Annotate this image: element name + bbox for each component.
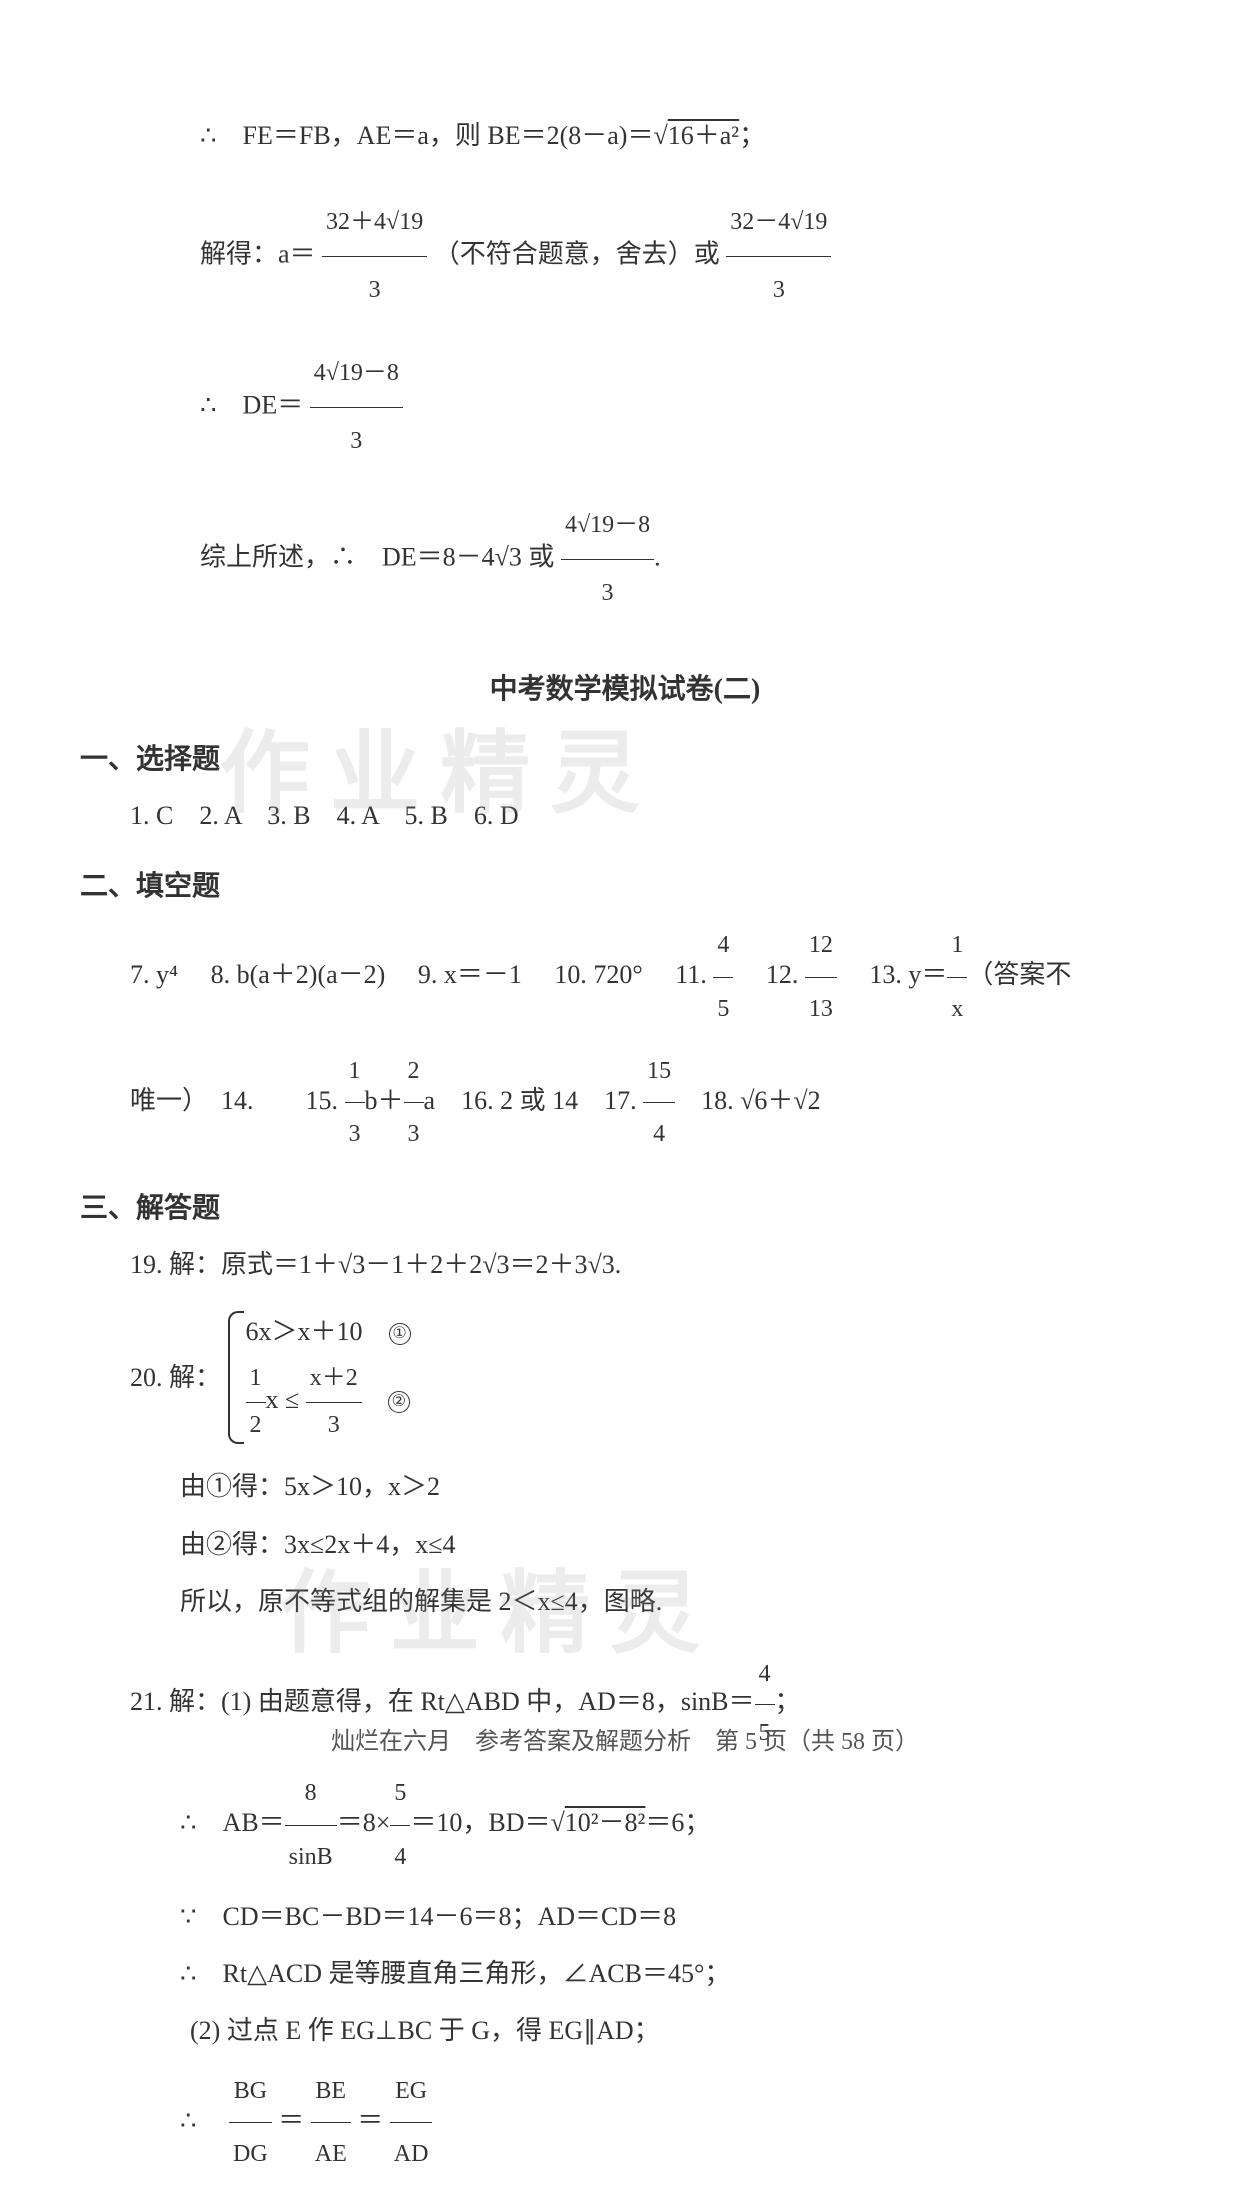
page-footer: 灿烂在六月 参考答案及解题分析 第 5 页（共 58 页） <box>0 1721 1250 1756</box>
suffix: a 16. 2 或 14 17. <box>424 1086 644 1115</box>
equation-system: 6x＞x＋10 ① 12x ≤ x＋23 ② <box>228 1307 411 1449</box>
q20-step2: 由②得：3x≤2x＋4，x≤4 <box>180 1516 1170 1573</box>
text: ∴ FE＝FB，AE＝a，则 BE＝2(8－a)＝ <box>200 121 653 150</box>
fraction: 154 <box>643 1040 675 1166</box>
q12-prefix: 12. <box>766 960 805 989</box>
fraction: 32－4√193 <box>726 189 831 324</box>
section-3-header: 三、解答题 <box>80 1186 1170 1226</box>
suffix: ； <box>739 121 765 150</box>
fill-row-1: 7. y⁴ 8. b(a＋2)(a－2) 9. x＝－1 10. 720° 11… <box>130 914 1170 1040</box>
q19: 19. 解：原式＝1＋√3－1＋2＋2√3＝2＋3√3. <box>130 1236 1170 1293</box>
fraction: 45 <box>713 914 733 1040</box>
fraction: EGAD <box>390 2060 433 2185</box>
system-row-1: 6x＞x＋10 ① <box>246 1307 411 1356</box>
text: 综上所述，∴ DE＝8－4√3 或 <box>200 542 554 571</box>
text: ∴ DE＝ <box>200 391 303 420</box>
fraction: BGDG <box>229 2060 272 2185</box>
mark-2: ② <box>388 1391 410 1413</box>
q20-step1: 由①得：5x＞10，x＞2 <box>180 1458 1170 1515</box>
choice-answers: 1. C 2. A 3. B 4. A 5. B 6. D <box>130 787 1170 844</box>
paper-title: 中考数学模拟试卷(二) <box>80 667 1170 707</box>
fraction: 8sinB <box>285 1762 337 1888</box>
sol-line-1: ∴ FE＝FB，AE＝a，则 BE＝2(8－a)＝√16＋a²； <box>200 100 1110 173</box>
sqrt-expr: 10²－8² <box>565 1808 646 1837</box>
previous-solution-block: ∴ FE＝FB，AE＝a，则 BE＝2(8－a)＝√16＋a²； 解得：a＝ 3… <box>200 100 1110 627</box>
q13-prefix: 13. y＝ <box>869 960 947 989</box>
fraction: 12 <box>246 1356 266 1448</box>
fraction: 23 <box>404 1040 424 1166</box>
q21-line5: ∴ BGDG ＝ BEAE ＝ EGAD <box>180 2060 1170 2185</box>
q20-label: 20. 解： <box>130 1363 221 1392</box>
fraction: 1213 <box>805 914 837 1040</box>
q8: 8. b(a＋2)(a－2) <box>211 960 386 989</box>
mark-1: ① <box>389 1323 411 1345</box>
fraction: x＋23 <box>306 1356 362 1448</box>
sqrt-expr: 16＋a² <box>668 121 739 150</box>
q7: 7. y⁴ <box>130 960 178 989</box>
q20: 20. 解： 6x＞x＋10 ① 12x ≤ x＋23 ② <box>130 1307 1170 1449</box>
q9: 9. x＝－1 <box>418 960 522 989</box>
fraction: 13 <box>345 1040 365 1166</box>
fraction: 4√19－83 <box>310 340 403 475</box>
q11-prefix: 11. <box>675 960 713 989</box>
q10: 10. 720° <box>554 960 642 989</box>
q13-suffix: （答案不 <box>967 960 1071 989</box>
q20-step3: 所以，原不等式组的解集是 2＜x≤4，图略. <box>180 1573 1170 1630</box>
sol-line-2: 解得：a＝ 32＋4√193 （不符合题意，舍去）或 32－4√193 <box>200 189 1110 324</box>
q21-part2: (2) 过点 E 作 EG⊥BC 于 G，得 EG∥AD； <box>190 2002 1170 2059</box>
fraction: 32＋4√193 <box>322 189 427 324</box>
section-2-header: 二、填空题 <box>80 864 1170 904</box>
q21-line2: ∴ AB＝8sinB＝8×54＝10，BD＝√10²－8²＝6； <box>180 1762 1170 1888</box>
suffix: . <box>654 542 661 571</box>
sol-line-3: ∴ DE＝ 4√19－83 <box>200 340 1110 475</box>
text: 解得：a＝ <box>200 239 316 268</box>
fraction: 4√19－83 <box>561 492 654 627</box>
fraction: 54 <box>390 1762 410 1888</box>
system-row-2: 12x ≤ x＋23 ② <box>246 1356 411 1448</box>
q18: 18. √6＋√2 <box>675 1086 821 1115</box>
sol-line-4: 综上所述，∴ DE＝8－4√3 或 4√19－83. <box>200 492 1110 627</box>
section-1-header: 一、选择题 <box>80 737 1170 777</box>
q21-line4: ∴ Rt△ACD 是等腰直角三角形，∠ACB＝45°； <box>180 1945 1170 2002</box>
text: （不符合题意，舍去）或 <box>434 239 720 268</box>
fraction: BEAE <box>311 2060 351 2185</box>
fill-row-2: 唯一） 14. 15. 13b＋23a 16. 2 或 14 17. 154 1… <box>130 1040 1170 1166</box>
fraction: 1x <box>947 914 967 1040</box>
mid: b＋ <box>365 1086 404 1115</box>
q21-line3: ∵ CD＝BC－BD＝14－6＝8；AD＝CD＝8 <box>180 1888 1170 1945</box>
prefix: 唯一） 14. 15. <box>130 1086 345 1115</box>
